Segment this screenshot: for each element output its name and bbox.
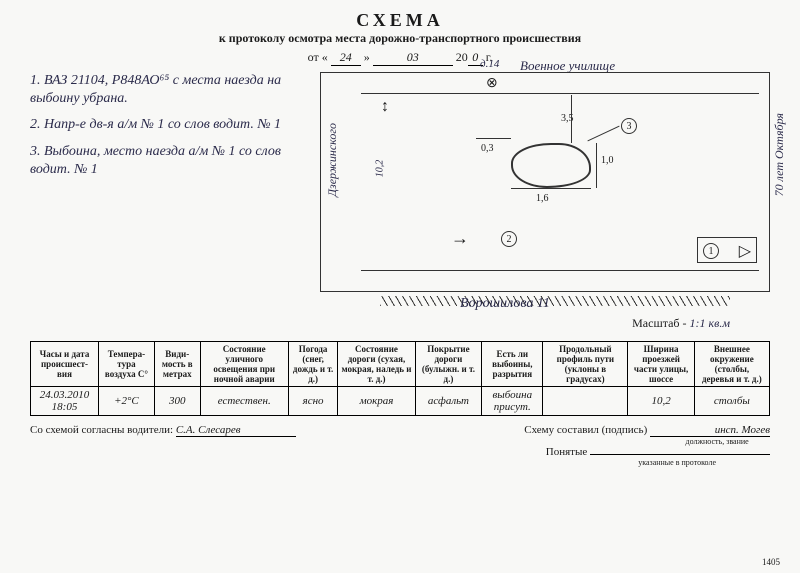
cell-visibility: 300: [154, 387, 200, 416]
cross-mark: ⊗: [486, 75, 498, 92]
dim-road-width: 10,2: [374, 160, 385, 178]
th-temp: Темпера-тура воздуха С°: [99, 342, 155, 387]
sketch-diagram: ⊗ 10,2 ↕ Дзержинского 70 лет Октября 3,5…: [320, 72, 770, 292]
building-number: д.14: [480, 58, 499, 70]
date-day: 24: [331, 50, 361, 66]
cell-potholes: выбоина присут.: [482, 387, 543, 416]
cell-profile: [543, 387, 628, 416]
triangle-icon: ▷: [739, 241, 751, 261]
doc-title: СХЕМА: [30, 10, 770, 31]
cell-lighting: естествен.: [200, 387, 288, 416]
witnesses-label: Понятые: [546, 446, 587, 458]
dim-10: 1,0: [601, 155, 614, 166]
driver-signature: С.А. Слесарев: [176, 424, 296, 437]
scale-line: Масштаб - 1:1 кв.м: [320, 316, 770, 331]
drivers-label: Со схемой согласны водители:: [30, 424, 173, 436]
right-street: 70 лет Октября: [772, 113, 787, 196]
note-3: 3. Выбоина, место наезда а/м № 1 со слов…: [30, 143, 310, 179]
note-1: 1. ВАЗ 21104, Р848АО⁶⁵ с места наезда на…: [30, 72, 310, 108]
cell-width: 10,2: [628, 387, 694, 416]
th-surface: Покрытие дороги (булыжн. и т. д.): [415, 342, 482, 387]
cell-temp: +2°С: [99, 387, 155, 416]
scale-value: 1:1 кв.м: [690, 316, 730, 330]
page-number: 1405: [762, 557, 780, 567]
left-street: Дзержинского: [325, 123, 340, 197]
th-profile: Продольный профиль пути (уклоны в градус…: [543, 342, 628, 387]
compiled-by: Схему составил (подпись) инсп. Могев: [524, 424, 770, 437]
date-month: 03: [373, 50, 453, 66]
bottom-street: Ворошилова 11: [460, 296, 550, 312]
compiled-name: инсп. Могев: [650, 424, 770, 437]
date-line: от « 24 » 03 200 г.: [30, 50, 770, 66]
direction-arrow: →: [451, 228, 469, 249]
th-lighting: Состояние уличного освещения при ночной …: [200, 342, 288, 387]
th-width: Ширина проезжей части улицы, шоссе: [628, 342, 694, 387]
cell-datetime: 24.03.2010 18:05: [31, 387, 99, 416]
cell-weather: ясно: [288, 387, 338, 416]
dim-03: 0,3: [481, 143, 494, 154]
year-prefix: 20: [456, 50, 468, 64]
witnesses: Понятые: [524, 446, 770, 458]
witnesses-sub: указанные в протоколе: [584, 458, 770, 467]
marker-1: 1: [703, 243, 719, 259]
handwritten-notes: 1. ВАЗ 21104, Р848АО⁶⁵ с места наезда на…: [30, 72, 310, 331]
th-surround: Внешнее окружение (столбы, деревья и т. …: [694, 342, 769, 387]
th-datetime: Часы и дата происшест-вия: [31, 342, 99, 387]
table-row: 24.03.2010 18:05 +2°С 300 естествен. ясн…: [31, 387, 770, 416]
th-potholes: Есть ли выбоины, разрытия: [482, 342, 543, 387]
marker-3: 3: [621, 118, 637, 134]
drivers-agree: Со схемой согласны водители: С.А. Слесар…: [30, 424, 296, 467]
conditions-table: Часы и дата происшест-вия Темпера-тура в…: [30, 341, 770, 416]
pothole-shape: [511, 143, 591, 188]
cell-road-state: мокрая: [338, 387, 415, 416]
th-road-state: Состояние дороги (сухая, мокрая, наледь …: [338, 342, 415, 387]
th-weather: Погода (снег, дождь и т. д.): [288, 342, 338, 387]
note-2: 2. Напр-е дв-я а/м № 1 со слов водит. № …: [30, 116, 310, 134]
marker-2: 2: [501, 231, 517, 247]
date-mid: »: [364, 50, 370, 64]
cell-surround: столбы: [694, 387, 769, 416]
compiled-sub: должность, звание: [664, 437, 770, 446]
th-visibility: Види-мость в метрах: [154, 342, 200, 387]
cell-surface: асфальт: [415, 387, 482, 416]
compiled-label: Схему составил (подпись): [524, 424, 647, 436]
doc-subtitle: к протоколу осмотра места дорожно-трансп…: [30, 31, 770, 46]
witness-signature: [590, 454, 770, 455]
date-prefix: от «: [308, 50, 328, 64]
scale-label: Масштаб -: [632, 316, 686, 330]
dim-16: 1,6: [536, 193, 549, 204]
